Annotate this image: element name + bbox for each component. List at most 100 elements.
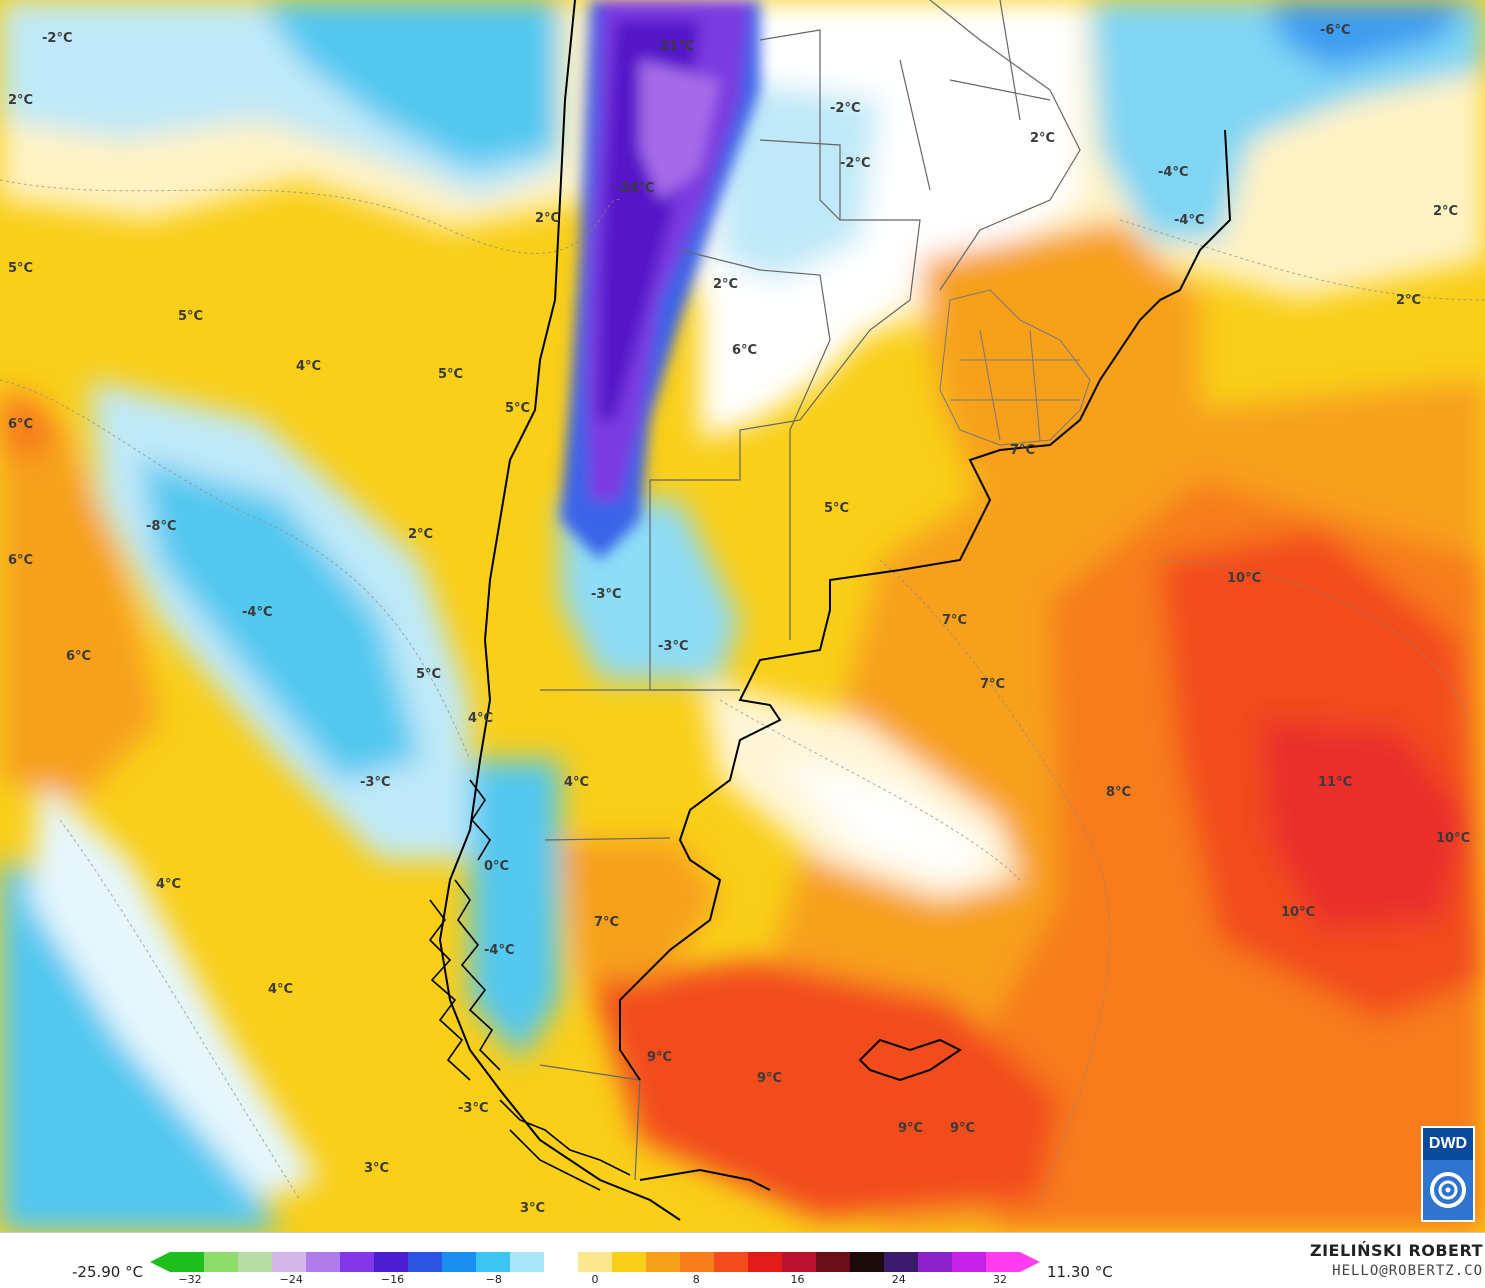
temperature-label: -24°C xyxy=(615,181,655,196)
temperature-label: 5°C xyxy=(416,667,441,682)
temperature-label: 4°C xyxy=(296,359,321,374)
dwd-logo: DWD xyxy=(1421,1126,1475,1222)
scale-swatch xyxy=(374,1252,409,1272)
scale-swatch xyxy=(476,1252,511,1272)
temperature-label: 4°C xyxy=(564,775,589,790)
temperature-label: 10°C xyxy=(1227,571,1261,586)
dwd-logo-text: DWD xyxy=(1423,1128,1473,1160)
scale-swatch xyxy=(782,1252,817,1272)
scale-swatch xyxy=(680,1252,715,1272)
scale-swatch xyxy=(544,1252,579,1272)
chilean-fjords xyxy=(428,779,631,1191)
scale-arrow-right xyxy=(1020,1252,1040,1272)
temperature-map: -2°C 2°C 21°C -2°C -2°C 2°C -6°C -24°C 2°C -4°C -4… xyxy=(0,0,1485,1232)
temperature-label: -4°C xyxy=(1174,213,1204,228)
temperature-label: -3°C xyxy=(658,639,688,654)
legend-max-value: 11.30 °C xyxy=(1047,1263,1113,1281)
temperature-label: 2°C xyxy=(8,93,33,108)
field-white-core xyxy=(780,760,990,880)
legend-tick: 32 xyxy=(993,1273,1007,1286)
scale-swatch xyxy=(918,1252,953,1272)
legend-tick: −8 xyxy=(485,1273,502,1286)
scale-swatch xyxy=(578,1252,613,1272)
temperature-label: 3°C xyxy=(364,1161,389,1176)
uruguay-borders xyxy=(939,289,1091,446)
scale-swatch xyxy=(170,1252,205,1272)
scale-arrow-left xyxy=(150,1252,170,1272)
temperature-label: 7°C xyxy=(1010,443,1035,458)
field-red-south xyxy=(590,960,1060,1220)
dwd-swirl-icon xyxy=(1423,1160,1473,1220)
temperature-label: 8°C xyxy=(1106,785,1131,800)
scale-swatch xyxy=(306,1252,341,1272)
field-southwest-white xyxy=(30,780,320,1200)
legend-tick: 0 xyxy=(591,1273,599,1286)
temperature-label: 7°C xyxy=(980,677,1005,692)
scale-swatch xyxy=(204,1252,239,1272)
legend-min-value: -25.90 °C xyxy=(72,1263,144,1281)
field-argentina-lightblue xyxy=(720,80,880,280)
scale-swatch xyxy=(748,1252,783,1272)
scale-swatch xyxy=(646,1252,681,1272)
temperature-label: 5°C xyxy=(824,501,849,516)
scale-swatch xyxy=(340,1252,375,1272)
temperature-label: 9°C xyxy=(647,1050,672,1065)
temperature-label: 5°C xyxy=(8,261,33,276)
temperature-label: 0°C xyxy=(484,859,509,874)
scale-swatch xyxy=(442,1252,477,1272)
legend-tick: −32 xyxy=(178,1273,202,1286)
scale-swatch xyxy=(238,1252,273,1272)
temperature-label: 2°C xyxy=(713,277,738,292)
temperature-label: -3°C xyxy=(591,587,621,602)
field-pacific-blue xyxy=(140,460,420,780)
temperature-label: -2°C xyxy=(42,31,72,46)
map-canvas: -2°C 2°C 21°C -2°C -2°C 2°C -6°C -24°C 2°C -4°C -4… xyxy=(0,0,1485,1232)
field-deepblue-topright xyxy=(1270,0,1470,70)
temperature-label: 10°C xyxy=(1281,905,1315,920)
scale-swatch xyxy=(408,1252,443,1272)
temperature-label: 2°C xyxy=(1030,131,1055,146)
field-patagonia-orange xyxy=(560,840,720,980)
temperature-label: 9°C xyxy=(950,1121,975,1136)
isolines xyxy=(0,179,1485,1201)
temperature-label: 2°C xyxy=(1396,293,1421,308)
temperature-label: -6°C xyxy=(1320,23,1350,38)
temperature-label: 7°C xyxy=(942,613,967,628)
temperature-label: -2°C xyxy=(830,101,860,116)
temperature-label: 2°C xyxy=(1433,204,1458,219)
temperature-label: 3°C xyxy=(520,1201,545,1216)
field-blue-topleft xyxy=(260,0,560,170)
temperature-label: 6°C xyxy=(732,343,757,358)
field-andes-cold xyxy=(470,760,560,1060)
temperature-label: -4°C xyxy=(242,605,272,620)
author-name: ZIELIŃSKI ROBERT xyxy=(1309,1241,1483,1260)
temperature-label: 9°C xyxy=(757,1071,782,1086)
scale-swatch xyxy=(816,1252,851,1272)
legend-tick: 16 xyxy=(790,1273,805,1286)
temperature-label: 4°C xyxy=(156,877,181,892)
field-crimson-ocean xyxy=(1260,720,1470,930)
field-andes-lightviolet xyxy=(640,60,720,200)
temperature-label: -3°C xyxy=(458,1101,488,1116)
field-west-orange xyxy=(0,400,160,800)
temperature-label: 6°C xyxy=(8,553,33,568)
legend-tick: −16 xyxy=(380,1273,405,1286)
temperature-label: -2°C xyxy=(840,156,870,171)
temperature-label: -8°C xyxy=(146,519,176,534)
color-scale-bar xyxy=(150,1252,1040,1272)
temperature-label: -4°C xyxy=(1158,165,1188,180)
temperature-label: 2°C xyxy=(408,527,433,542)
author-email: HELLO@ROBERTZ.CO xyxy=(1332,1263,1483,1279)
scale-swatch xyxy=(272,1252,307,1272)
temperature-label: 6°C xyxy=(66,649,91,664)
field-blue-topright xyxy=(1090,0,1485,240)
legend-tick: 8 xyxy=(692,1273,700,1286)
legend-tick: −24 xyxy=(279,1273,303,1286)
scale-swatch xyxy=(986,1252,1021,1272)
temperature-label: -4°C xyxy=(484,943,514,958)
temperature-label: 9°C xyxy=(898,1121,923,1136)
scale-swatch xyxy=(952,1252,987,1272)
field-west-red xyxy=(0,390,60,460)
coastline xyxy=(438,0,1232,1221)
temperature-label: 5°C xyxy=(505,401,530,416)
